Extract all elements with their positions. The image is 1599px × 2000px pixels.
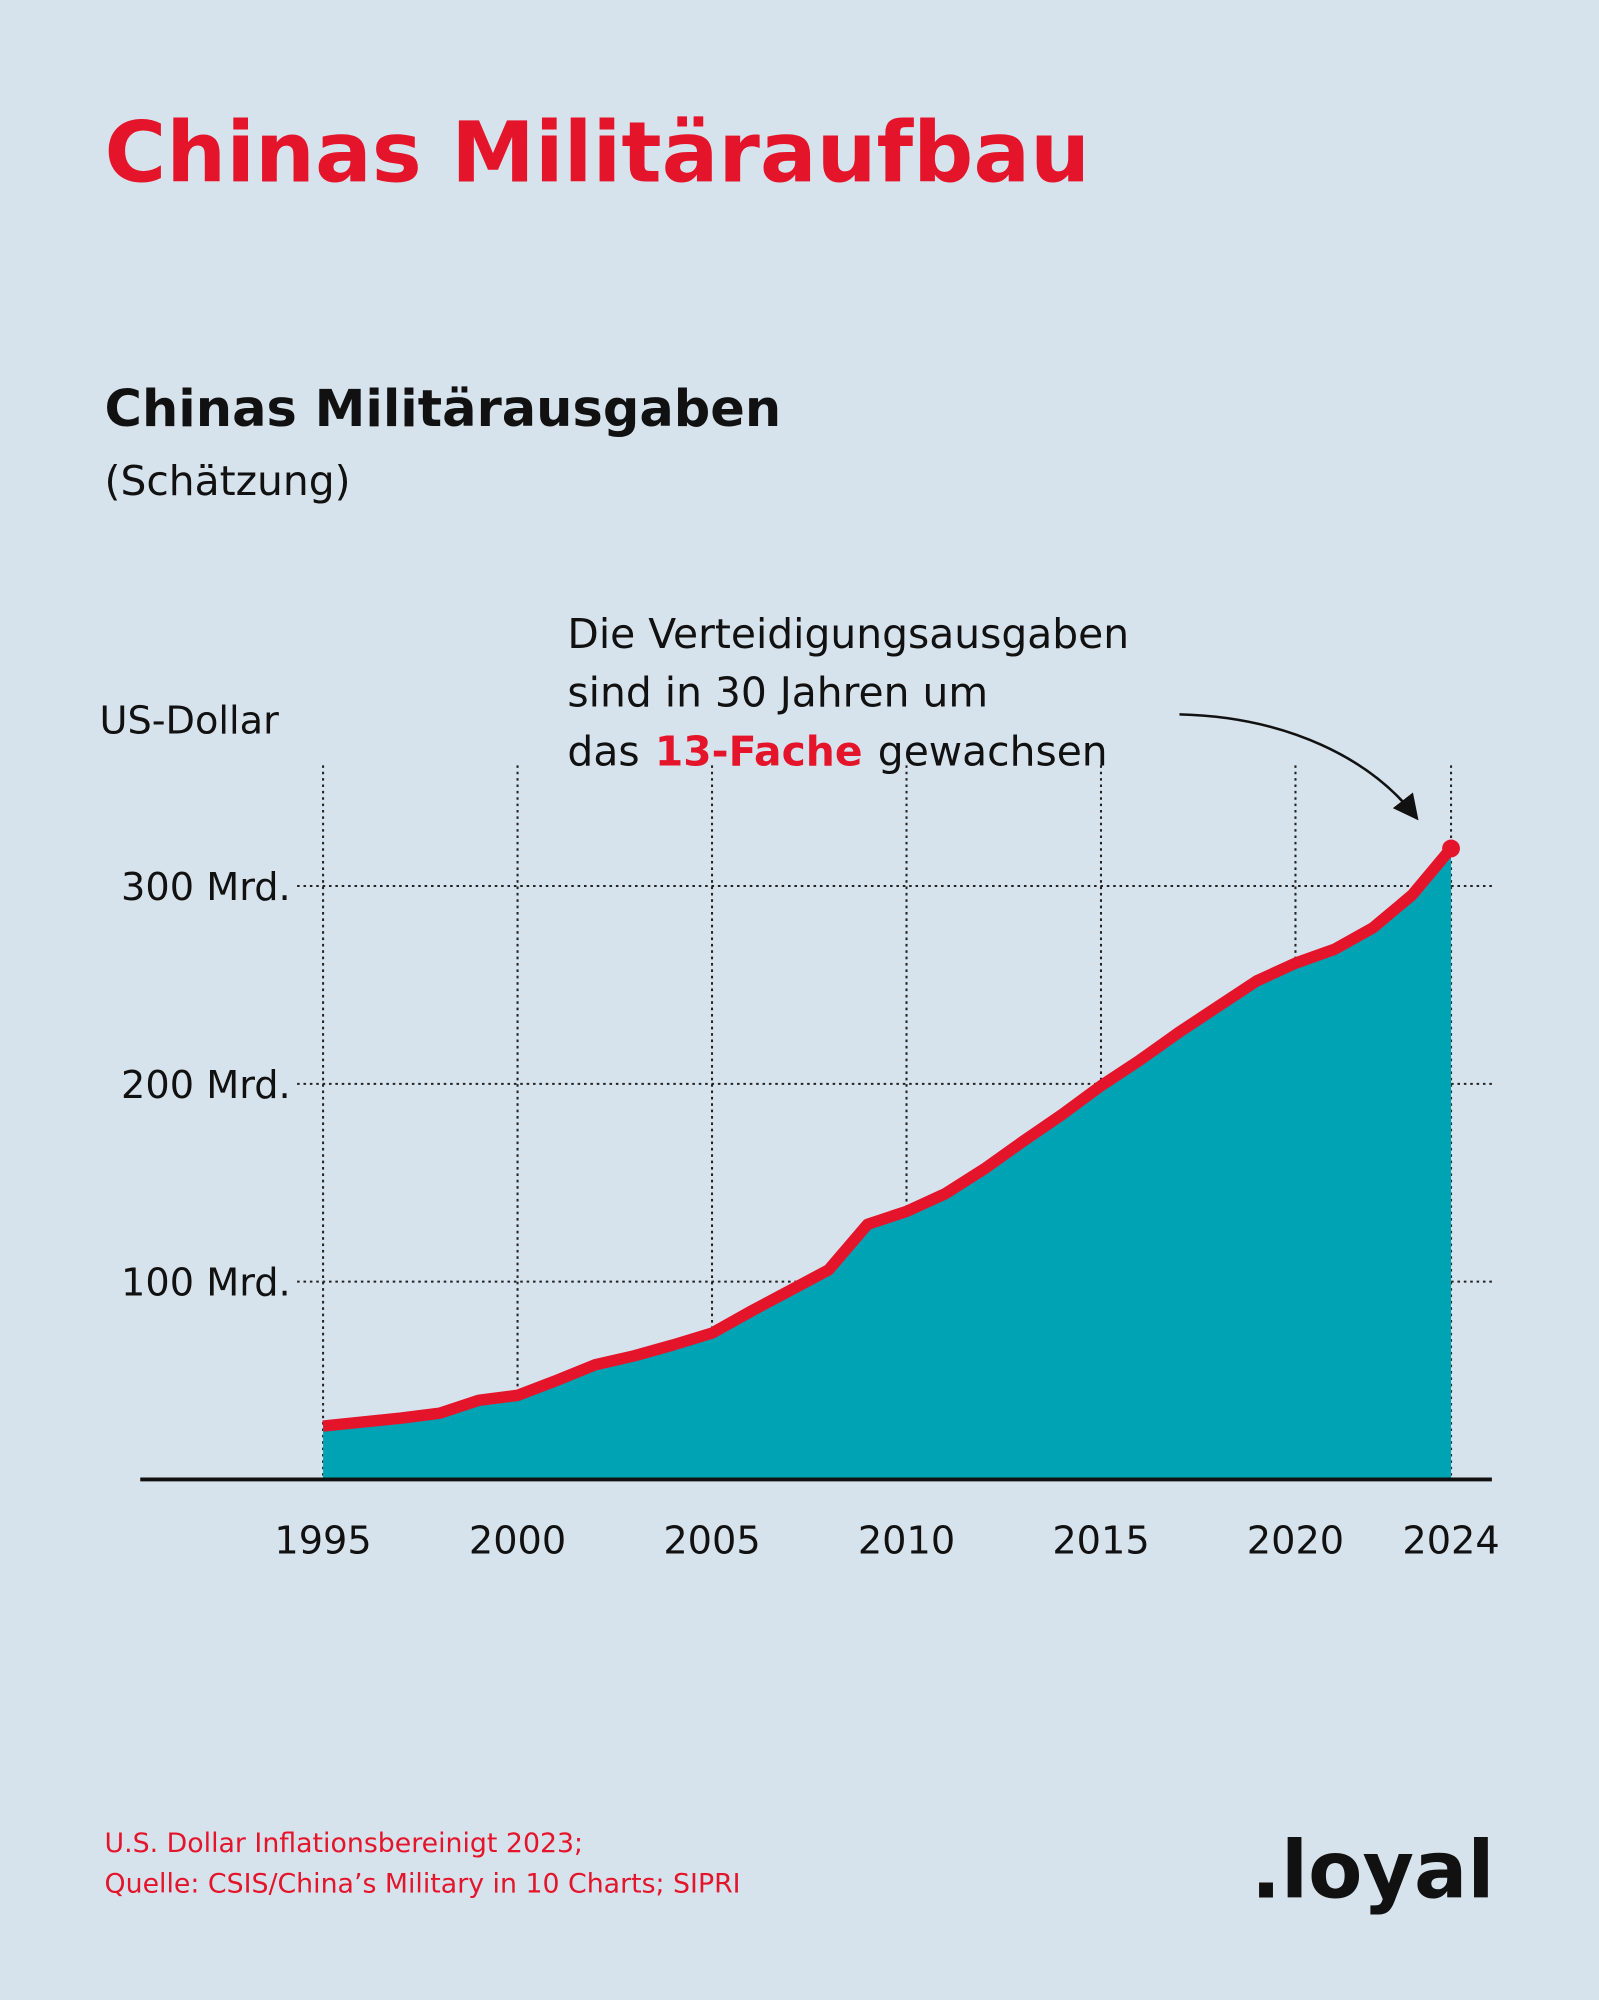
page-title: Chinas Militäraufbau	[105, 103, 1091, 201]
chart-title: Chinas Militärausgaben	[105, 380, 782, 439]
annotation: Die Verteidigungsausgaben	[567, 610, 1129, 658]
logo: .loyal	[1251, 1825, 1494, 1917]
y-tick-label: 100 Mrd.	[121, 1261, 291, 1306]
y-tick-label: 200 Mrd.	[121, 1063, 291, 1108]
annotation-highlight: 13-Fache	[655, 727, 863, 775]
annotation-part: gewachsen	[878, 727, 1108, 775]
x-tick-label: 2005	[663, 1518, 760, 1563]
y-axis-label: US-Dollar	[99, 699, 279, 744]
area	[323, 848, 1452, 1480]
x-tick-label: 2000	[469, 1518, 566, 1563]
x-tick-label: 2015	[1052, 1518, 1149, 1563]
end-dot	[1442, 839, 1460, 858]
chart-subtitle: (Schätzung)	[105, 457, 351, 505]
annotation: das 13-Fache gewachsen	[567, 727, 1107, 775]
x-tick-label: 2024	[1402, 1518, 1499, 1563]
footnote: U.S. Dollar Inflationsbereinigt 2023;	[105, 1828, 584, 1859]
line	[322, 844, 1456, 1432]
plot: 100 Mrd. 200 Mrd. 300 Mrd. 1995 2000 2005 2010…	[121, 765, 1500, 1563]
x-tick-label: 2010	[858, 1518, 955, 1563]
annotation-arrow	[1179, 713, 1419, 821]
annotation: sind in 30 Jahren um	[567, 669, 988, 717]
x-tick-label: 2020	[1247, 1518, 1344, 1563]
footnote: Quelle: CSIS/China’s Military in 10 Char…	[105, 1869, 741, 1900]
x-tick-label: 1995	[274, 1518, 371, 1563]
annotation-part: das	[567, 727, 639, 775]
y-tick-label: 300 Mrd.	[121, 865, 291, 910]
